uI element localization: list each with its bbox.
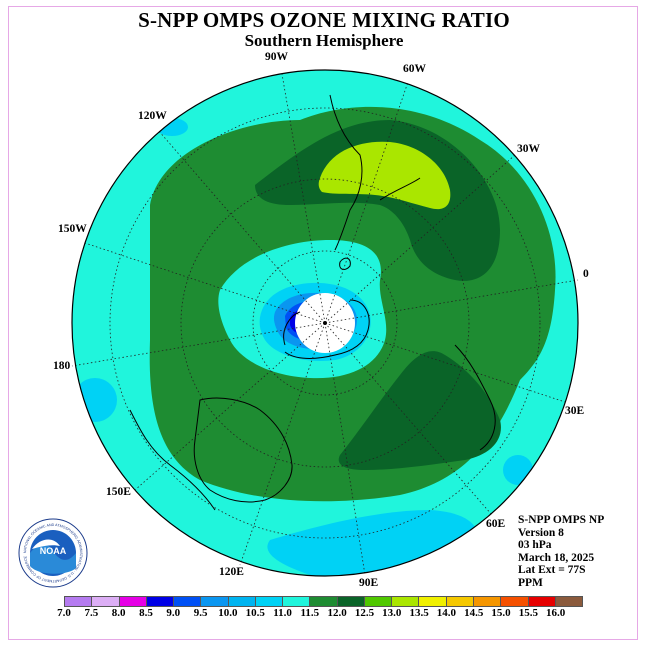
logo-bird-wave — [30, 544, 76, 574]
colorbar-swatch-7 — [255, 597, 284, 606]
colorbar-swatch-10 — [337, 597, 365, 606]
colorbar-tick-label: 10.0 — [218, 607, 238, 619]
lon-label-120e: 120E — [219, 566, 244, 578]
figure-title: S-NPP OMPS OZONE MIXING RATIO — [138, 8, 510, 32]
lon-label-90e: 90E — [359, 577, 379, 589]
colorbar-swatch-3 — [146, 597, 175, 606]
colorbar-tick-label: 7.0 — [57, 607, 71, 619]
lon-label-60e: 60E — [486, 518, 506, 530]
colorbar-tick-label: 8.0 — [111, 607, 126, 619]
south-pole-marker — [323, 321, 327, 325]
south-america-coast — [329, 94, 363, 251]
region-dark-green-south — [338, 351, 501, 470]
meridian-60e — [324, 322, 493, 516]
colorbar-tick-label: 8.5 — [139, 607, 153, 619]
colorbar-tick-label: 13.5 — [409, 607, 429, 619]
colorbar-tick-label: 13.0 — [382, 607, 402, 619]
colorbar-swatch-11 — [364, 597, 393, 606]
figure-frame — [8, 6, 638, 640]
lon-label-30e: 30E — [565, 405, 585, 417]
date-text: March 18, 2025 — [518, 551, 595, 564]
colorbar-swatch-12 — [392, 597, 420, 606]
colorbar-swatch-18 — [555, 597, 583, 606]
colorbar-swatch-14 — [446, 597, 474, 606]
australia-coast — [193, 397, 293, 503]
latitude-circle-60s — [180, 178, 470, 468]
lon-label-0: 0 — [583, 268, 589, 280]
logo-text: NOAA — [40, 546, 67, 556]
lon-label-60w: 60W — [403, 63, 426, 75]
colorbar-swatch-13 — [419, 597, 447, 606]
lat-ext-text: Lat Ext = 77S — [518, 564, 586, 577]
meridian-120e — [239, 322, 326, 566]
lon-label-150e: 150E — [106, 486, 131, 498]
lon-label-30w: 30W — [517, 143, 540, 155]
colorbar-tick-label: 9.5 — [193, 607, 208, 619]
colorbar-swatch-4 — [174, 597, 202, 606]
latitude-circle-40s — [109, 107, 541, 539]
lon-label-180: 180 — [53, 360, 71, 372]
region-light-blue-se — [503, 455, 533, 485]
metadata-block: S-NPP OMPS NP Version 8 03 hPa March 18,… — [518, 514, 604, 590]
colorbar-tick-label: 14.5 — [464, 607, 484, 619]
colorbar-tick-label: 12.0 — [327, 607, 347, 619]
region-dark-green-north — [255, 120, 500, 281]
colorbar-tick-label: 15.5 — [518, 607, 538, 619]
colorbar-ticks: 7.0 7.5 8.0 8.5 9.0 9.5 10.0 10.5 11.0 11.5 12.0 12… — [0, 607, 648, 623]
colorbar-swatch-16 — [501, 597, 529, 606]
meridian-180 — [71, 322, 326, 367]
meridian-120w — [157, 129, 326, 324]
colorbar-tick-label: 10.5 — [245, 607, 265, 619]
colorbar-swatch-15 — [473, 597, 502, 606]
meridian-60w — [324, 81, 409, 324]
colorbar-tick-label: 11.0 — [273, 607, 292, 619]
colorbar-tick-label: 11.5 — [300, 607, 320, 619]
colorbar-swatch-9 — [310, 597, 338, 606]
colorbar-tick-label: 14.0 — [436, 607, 457, 619]
level-text: 03 hPa — [518, 539, 552, 552]
meridian-0 — [324, 279, 579, 324]
new-zealand-coast — [129, 409, 216, 511]
lon-label-150w: 150W — [58, 223, 87, 235]
colorbar-swatch-1 — [92, 597, 120, 606]
colorbar-tick-label: 16.0 — [546, 607, 566, 619]
colorbar-swatch-8 — [283, 597, 311, 606]
south-america-east-coast — [379, 177, 421, 201]
logo-bird-icon — [32, 539, 60, 549]
colorbar-tick-label: 7.5 — [84, 607, 99, 619]
noaa-logo: NOAA NATIONAL OCEANIC AND ATMOSPHERIC AD… — [18, 518, 88, 588]
colorbar — [64, 596, 583, 607]
colorbar-swatch-6 — [228, 597, 256, 606]
colorbar-tick-label: 9.0 — [166, 607, 181, 619]
colorbar-swatch-5 — [201, 597, 229, 606]
units-text: PPM — [518, 576, 543, 589]
colorbar-tick-label: 12.5 — [354, 607, 375, 619]
coastlines — [129, 94, 496, 511]
figure-subtitle: Southern Hemisphere — [244, 31, 404, 50]
meridian-90e — [324, 322, 366, 576]
lon-label-120w: 120W — [138, 110, 167, 122]
africa-coast — [454, 344, 496, 451]
instrument-text: S-NPP OMPS NP — [518, 514, 605, 526]
latitude-circle-80s — [252, 250, 398, 396]
antarctica-coast — [283, 299, 370, 359]
graticule — [71, 73, 579, 576]
colorbar-swatch-0 — [65, 597, 93, 606]
version-text: Version 8 — [518, 526, 564, 539]
map-boundary — [71, 69, 579, 577]
antarctic-peninsula-coast — [339, 257, 351, 270]
colorbar-tick-label: 15.0 — [491, 607, 511, 619]
lon-label-90w: 90W — [265, 51, 288, 63]
colorbar-swatch-17 — [528, 597, 556, 606]
region-lime-maximum — [318, 141, 451, 210]
colorbar-swatch-2 — [119, 597, 147, 606]
